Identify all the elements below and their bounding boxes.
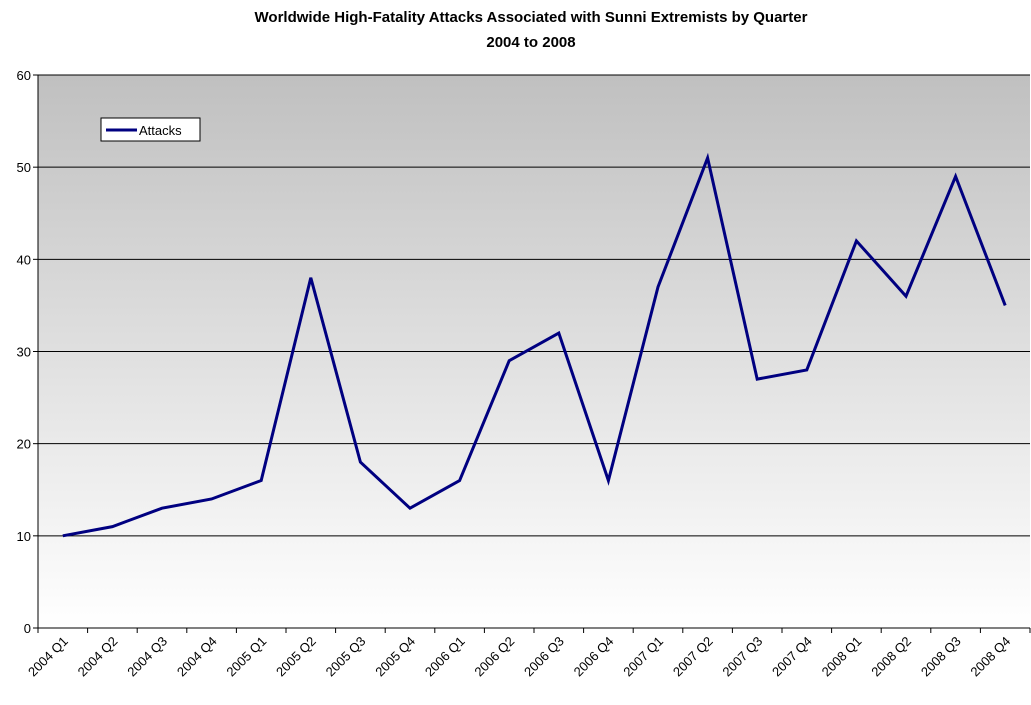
y-tick-label: 40 bbox=[17, 252, 31, 267]
x-tick-label: 2006 Q3 bbox=[521, 634, 567, 680]
x-tick-label: 2004 Q2 bbox=[75, 634, 121, 680]
x-tick-label: 2006 Q1 bbox=[422, 634, 468, 680]
x-tick-label: 2006 Q4 bbox=[571, 634, 617, 680]
x-tick-label: 2008 Q1 bbox=[819, 634, 865, 680]
x-tick-label: 2006 Q2 bbox=[471, 634, 517, 680]
x-tick-label: 2007 Q2 bbox=[670, 634, 716, 680]
y-tick-label: 20 bbox=[17, 437, 31, 452]
chart-subtitle: 2004 to 2008 bbox=[486, 34, 575, 51]
y-tick-label: 50 bbox=[17, 160, 31, 175]
x-tick-label: 2007 Q4 bbox=[769, 634, 815, 680]
x-tick-label: 2008 Q4 bbox=[967, 634, 1013, 680]
y-axis: 0 10 20 30 40 50 60 bbox=[17, 68, 39, 636]
legend-label-attacks: Attacks bbox=[139, 123, 182, 138]
legend: Attacks bbox=[100, 117, 201, 142]
x-tick-label: 2004 Q4 bbox=[174, 634, 220, 680]
series-layer bbox=[62, 152, 1007, 538]
x-tick-label: 2005 Q3 bbox=[323, 634, 369, 680]
x-tick-label: 2008 Q3 bbox=[918, 634, 964, 680]
series-line-attacks bbox=[62, 152, 1007, 538]
gridlines bbox=[38, 74, 1030, 537]
chart-title: Worldwide High-Fatality Attacks Associat… bbox=[255, 9, 808, 26]
y-tick-label: 0 bbox=[24, 621, 31, 636]
y-tick-label: 30 bbox=[17, 345, 31, 360]
legend-box bbox=[100, 117, 201, 142]
x-axis: 2004 Q1 2004 Q2 2004 Q3 2004 Q4 2005 Q1 2005 … bbox=[25, 627, 1031, 680]
x-tick-label: 2004 Q1 bbox=[25, 634, 71, 680]
x-tick-label: 2005 Q2 bbox=[273, 634, 319, 680]
y-tick-label: 10 bbox=[17, 529, 31, 544]
x-tick-label: 2005 Q1 bbox=[223, 634, 269, 680]
x-tick-label: 2004 Q3 bbox=[124, 634, 170, 680]
x-tick-label: 2008 Q2 bbox=[868, 634, 914, 680]
x-tick-label: 2007 Q1 bbox=[620, 634, 666, 680]
x-tick-label: 2007 Q3 bbox=[719, 634, 765, 680]
y-tick-label: 60 bbox=[17, 68, 31, 83]
x-tick-label: 2005 Q4 bbox=[372, 634, 418, 680]
